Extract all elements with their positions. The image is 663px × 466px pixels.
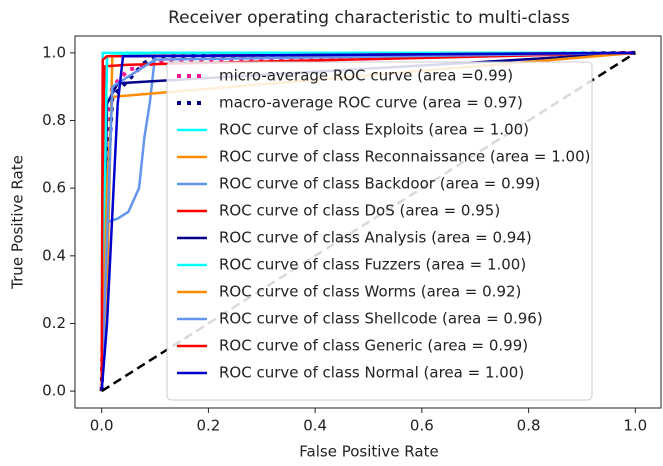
legend-label: ROC curve of class Worms (area = 0.92) [219, 283, 521, 301]
legend: micro-average ROC curve (area =0.99) macr… [166, 61, 593, 401]
roc-curve [100, 51, 636, 392]
legend-label: ROC curve of class Generic (area = 0.99) [219, 337, 528, 355]
y-axis-label: True Positive Rate [9, 155, 27, 290]
x-tick-label: 1.0 [623, 417, 647, 435]
legend-label: ROC curve of class Reconnaissance (area … [219, 148, 591, 166]
legend-label: ROC curve of class Normal (area = 1.00) [219, 364, 524, 382]
chart-title: Receiver operating characteristic to mul… [168, 8, 570, 28]
roc-curve [100, 51, 636, 392]
x-tick-label: 0.0 [90, 417, 114, 435]
x-axis-label: False Positive Rate [299, 443, 438, 461]
legend-box [166, 61, 593, 401]
legend-label: ROC curve of class Backdoor (area = 0.99… [219, 175, 540, 193]
legend-label: ROC curve of class Fuzzers (area = 1.00) [219, 256, 526, 274]
legend-label: micro-average ROC curve (area =0.99) [219, 67, 513, 85]
y-tick-label: 0.2 [42, 314, 66, 332]
x-tick-label: 0.2 [196, 417, 220, 435]
y-tick-label: 1.0 [42, 43, 66, 61]
roc-curve [100, 51, 636, 392]
legend-label: ROC curve of class DoS (area = 0.95) [219, 202, 500, 220]
plot-frame [74, 35, 662, 409]
y-tick-label: 0.4 [42, 246, 66, 264]
legend-label: ROC curve of class Exploits (area = 1.00… [219, 121, 529, 139]
legend-label: ROC curve of class Shellcode (area = 0.9… [219, 310, 543, 328]
legend-label: macro-average ROC curve (area = 0.97) [219, 94, 523, 112]
y-tick-label: 0.8 [42, 111, 66, 129]
x-tick-label: 0.4 [303, 417, 327, 435]
y-tick-label: 0.6 [42, 179, 66, 197]
x-tick-label: 0.8 [517, 417, 541, 435]
roc-curve [100, 51, 636, 392]
y-tick-label: 0.0 [42, 382, 66, 400]
legend-label: ROC curve of class Analysis (area = 0.94… [219, 229, 532, 247]
x-tick-label: 0.6 [410, 417, 434, 435]
